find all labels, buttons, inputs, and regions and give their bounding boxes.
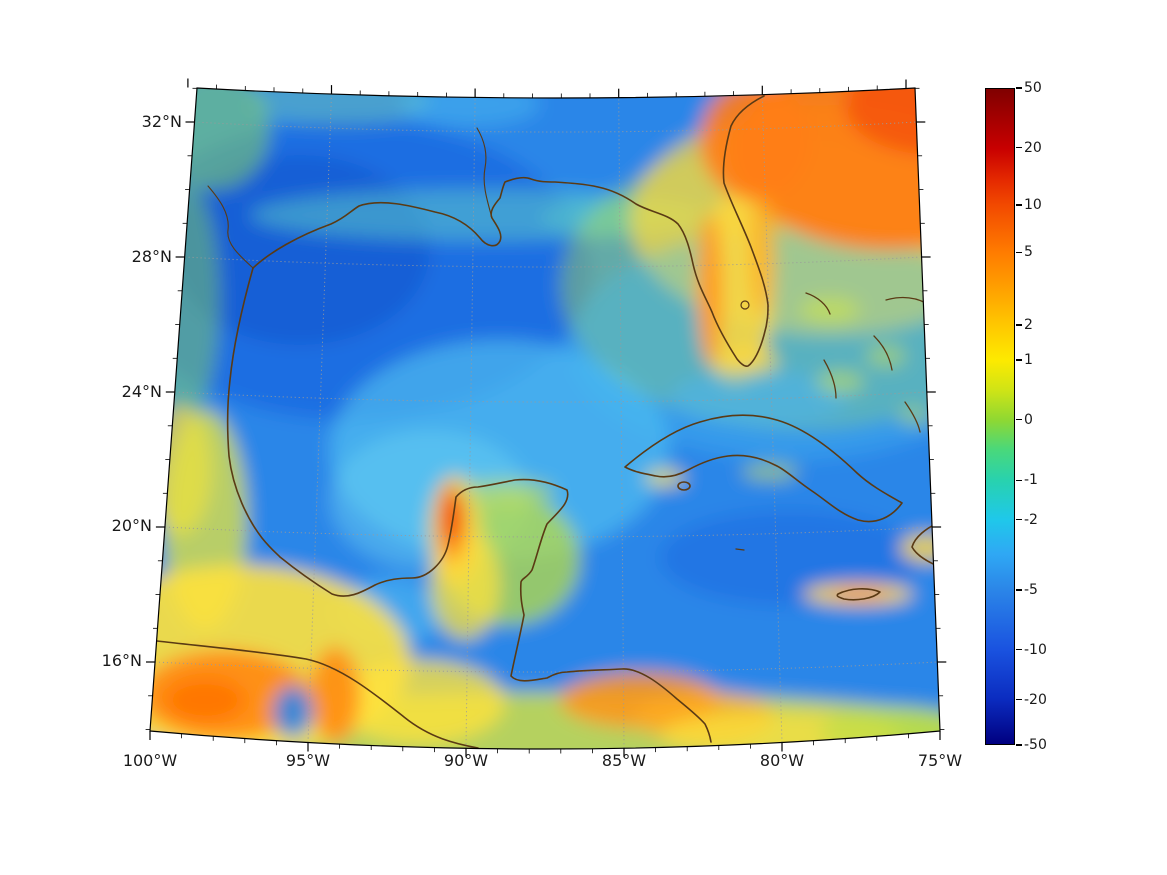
river-mississippi	[476, 127, 493, 219]
field-blob	[742, 464, 798, 480]
field-blob	[444, 492, 460, 544]
field-blob	[165, 678, 245, 722]
colorbar-tick	[1016, 479, 1022, 481]
islands-bahamas	[805, 292, 927, 433]
field-blob	[816, 371, 864, 393]
river-rio-grande	[207, 185, 254, 269]
colorbar-label-m1: -1	[1024, 472, 1038, 489]
coastline-us-gulf-atlantic	[252, 95, 769, 367]
colorbar-label-2: 2	[1024, 317, 1033, 334]
field-blob	[900, 534, 940, 562]
x-tick-label-100w: 100°W	[122, 751, 178, 770]
map-frame	[149, 87, 941, 750]
field-blob	[698, 215, 722, 365]
island-isla-juventud	[677, 481, 691, 491]
gridline-meridian	[618, 97, 625, 749]
y-tick-label-20n: 20°N	[111, 516, 152, 535]
colorbar-label-m2: -2	[1024, 511, 1038, 528]
gridline-meridian	[307, 94, 332, 743]
y-tick-label-32n: 32°N	[141, 112, 182, 131]
field-layer	[150, 88, 940, 749]
gridline-parallel	[174, 391, 927, 403]
colorbar-tick	[1016, 251, 1022, 253]
colorbar-tick	[1016, 744, 1022, 746]
field-blob	[722, 346, 778, 378]
field-blob	[700, 88, 810, 200]
coastline-hispaniola	[911, 521, 940, 568]
field-blob	[310, 647, 360, 743]
field-blob	[670, 370, 850, 426]
colorbar-label-10: 10	[1024, 197, 1042, 213]
field-blob	[866, 345, 906, 367]
colorbar-tick	[1016, 204, 1022, 206]
coastline-jamaica	[836, 588, 881, 601]
field-blob	[898, 407, 934, 425]
colorbar-tick	[1016, 419, 1022, 421]
colorbar-tick	[1016, 698, 1022, 701]
coastline-layer	[156, 95, 940, 749]
field-blob	[800, 297, 860, 323]
colorbar-label-1: 1	[1024, 352, 1033, 369]
colorbar-tick	[1016, 87, 1022, 89]
lake-okeechobee	[740, 300, 750, 310]
field-blob	[273, 686, 313, 738]
colorbar-tick	[1016, 518, 1022, 521]
field-blob	[730, 88, 940, 250]
coastline-mexico-central-america	[226, 267, 712, 743]
colorbar	[985, 88, 1015, 745]
gridline-parallel	[154, 661, 938, 673]
field-blob	[250, 88, 430, 126]
colorbar-label-5: 5	[1024, 244, 1033, 261]
x-tick-label-75w: 75°W	[917, 751, 963, 770]
colorbar-label-m5: -5	[1024, 582, 1038, 598]
x-tick-label-90w: 90°W	[443, 751, 489, 770]
field-blob	[400, 88, 540, 126]
colorbar-label-m50: -50	[1024, 737, 1047, 753]
field-blob	[660, 510, 920, 606]
gridline-meridian	[465, 97, 476, 749]
field-blob	[455, 479, 555, 505]
x-tick-label-95w: 95°W	[285, 751, 331, 770]
x-tick-label-85w: 85°W	[601, 751, 647, 770]
y-tick-label-28n: 28°N	[131, 247, 172, 266]
graticule	[154, 94, 938, 749]
colorbar-label-20: 20	[1024, 139, 1042, 156]
axis-ticks	[145, 78, 947, 758]
y-tick-label-16n: 16°N	[101, 651, 142, 670]
colorbar-tick	[1016, 649, 1022, 651]
colorbar-tick	[1016, 147, 1022, 149]
colorbar-tick	[1016, 324, 1022, 326]
colorbar-tick	[1016, 589, 1022, 591]
island-cayman	[735, 548, 745, 551]
x-tick-label-80w: 80°W	[759, 751, 805, 770]
field-blob	[645, 470, 685, 486]
colorbar-label-0: 0	[1024, 411, 1033, 428]
colorbar-tick	[1016, 359, 1022, 361]
y-tick-label-24n: 24°N	[121, 382, 162, 401]
colorbar-label-m10: -10	[1024, 641, 1047, 658]
gridline-parallel	[184, 256, 922, 268]
coastline-cuba	[624, 414, 903, 523]
coastline-pacific	[156, 640, 479, 749]
colorbar-label-50: 50	[1024, 80, 1042, 96]
colorbar-label-m20: -20	[1024, 691, 1047, 708]
